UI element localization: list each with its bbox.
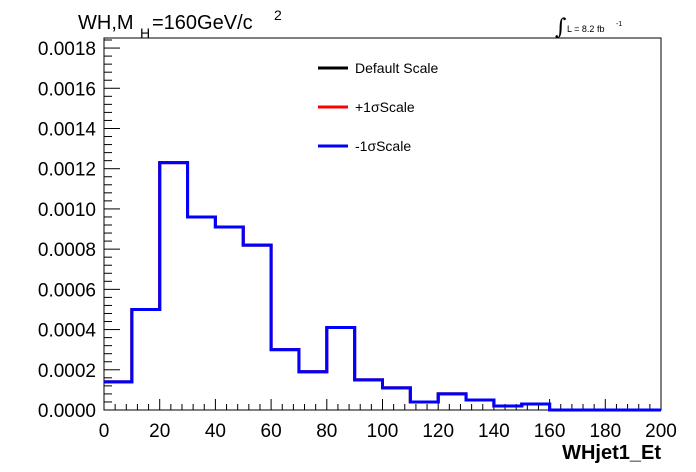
y-tick-label: 0.0004	[38, 321, 97, 342]
y-tick-label: 0.0018	[38, 39, 96, 60]
series-line-2	[104, 161, 661, 412]
chart-title: WH,M H =160GeV/c 2	[78, 7, 282, 41]
x-axis: 0 20 40 60 80 100 120 140 160 180 200	[99, 399, 677, 442]
x-tick-label: 160	[534, 421, 566, 442]
luminosity-label: ∫ L = 8.2 fb -1	[555, 15, 622, 40]
legend: Default Scale +1σScale -1σScale	[318, 60, 438, 154]
title-rest: =160GeV/c	[152, 12, 253, 34]
legend-label: +1σScale	[355, 99, 415, 115]
x-tick-label: 100	[367, 421, 399, 442]
y-tick-label: 0.0000	[38, 401, 96, 422]
x-tick-label: 40	[205, 421, 226, 442]
x-tick-label: 80	[316, 421, 337, 442]
title-subscript: H	[140, 25, 150, 41]
x-tick-label: 20	[149, 421, 170, 442]
title-main: WH,M	[78, 12, 134, 34]
legend-label: Default Scale	[355, 60, 438, 76]
x-tick-label: 0	[99, 421, 110, 442]
title-superscript: 2	[274, 7, 282, 23]
lumi-superscript: -1	[616, 21, 622, 28]
x-axis-label: WHjet1_Et	[562, 442, 661, 464]
plot-frame	[103, 37, 662, 411]
x-tick-label: 180	[589, 421, 621, 442]
y-tick-label: 0.0014	[38, 119, 97, 140]
x-tick-label: 120	[422, 421, 454, 442]
x-tick-label: 200	[645, 421, 677, 442]
x-tick-label: 60	[261, 421, 282, 442]
series-layer	[104, 161, 661, 412]
y-tick-label: 0.0008	[38, 240, 96, 261]
y-tick-label: 0.0010	[38, 200, 96, 221]
lumi-text: L = 8.2 fb	[567, 24, 604, 34]
y-tick-label: 0.0002	[38, 361, 96, 382]
y-tick-label: 0.0012	[38, 160, 96, 181]
y-axis: 0.0000 0.0002 0.0004 0.0006 0.0008 0.0010 0.00…	[38, 39, 120, 422]
y-tick-label: 0.0006	[38, 280, 96, 301]
y-tick-label: 0.0016	[38, 79, 96, 100]
legend-label: -1σScale	[355, 138, 411, 154]
integral-icon: ∫	[555, 15, 567, 40]
x-tick-label: 140	[478, 421, 510, 442]
